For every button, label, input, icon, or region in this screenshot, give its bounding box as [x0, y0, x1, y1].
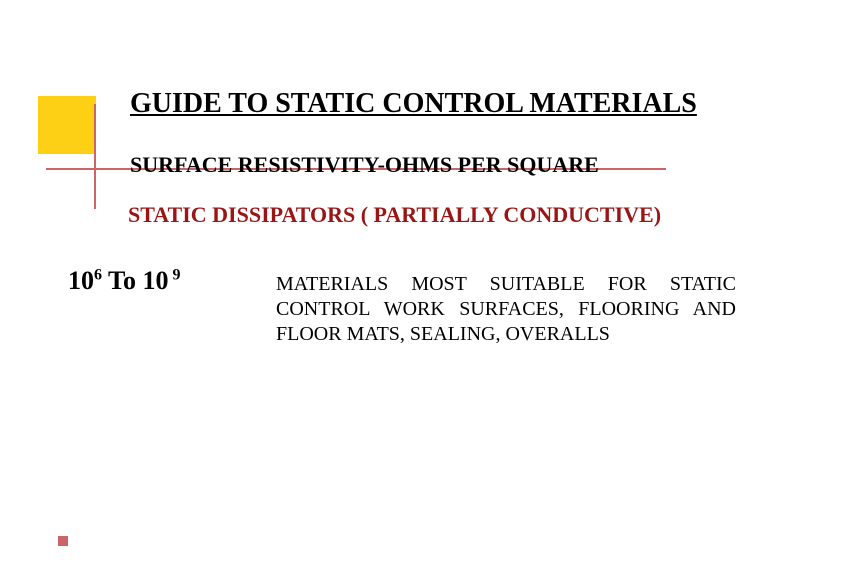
yellow-square [38, 96, 96, 154]
range-connector: To [102, 266, 143, 295]
description-text: MATERIALS MOST SUITABLE FOR STATIC CONTR… [276, 272, 736, 347]
range-base-1: 10 [68, 266, 94, 295]
range-exp-2: 9 [169, 266, 181, 283]
bullet-icon [58, 536, 68, 546]
vertical-line [94, 104, 96, 209]
range-base-2: 10 [143, 266, 169, 295]
resistivity-range: 106 To 10 9 [68, 266, 181, 296]
subtitle: SURFACE RESISTIVITY-OHMS PER SQUARE [130, 152, 599, 178]
page-title: GUIDE TO STATIC CONTROL MATERIALS [130, 88, 697, 120]
section-heading: STATIC DISSIPATORS ( PARTIALLY CONDUCTIV… [128, 202, 661, 228]
range-exp-1: 6 [94, 266, 102, 283]
